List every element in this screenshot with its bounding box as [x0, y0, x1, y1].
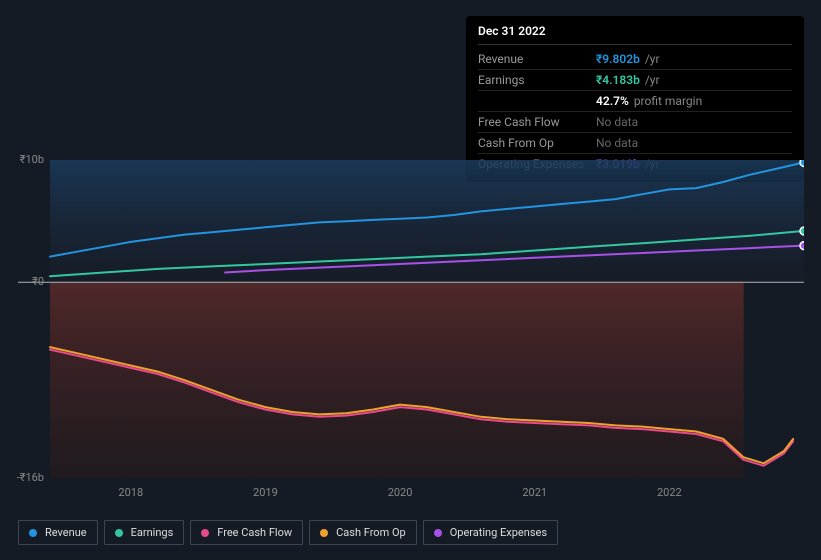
tooltip-label: Free Cash Flow: [478, 115, 596, 129]
tooltip-value: 42.7% profit margin: [596, 94, 792, 108]
legend-label: Cash From Op: [336, 526, 406, 539]
tooltip-value: No data: [596, 136, 792, 150]
tooltip-date: Dec 31 2022: [478, 24, 792, 45]
legend-label: Earnings: [131, 526, 174, 539]
x-axis-label: 2019: [253, 486, 278, 499]
x-axis-label: 2021: [522, 486, 547, 499]
y-axis-label: -₹16b: [4, 471, 44, 484]
tooltip-row: Free Cash FlowNo data: [478, 112, 792, 133]
legend-dot-icon: [434, 529, 442, 537]
y-axis-label: ₹10b: [4, 153, 44, 166]
legend-item-operating-expenses[interactable]: Operating Expenses: [423, 520, 558, 545]
tooltip-rows: Revenue₹9.802b /yrEarnings₹4.183b /yr42.…: [478, 49, 792, 174]
tooltip-row: Revenue₹9.802b /yr: [478, 49, 792, 70]
chart-legend: Revenue Earnings Free Cash Flow Cash From O…: [18, 520, 558, 545]
x-axis-label: 2020: [388, 486, 413, 499]
legend-dot-icon: [29, 529, 37, 537]
legend-label: Operating Expenses: [450, 526, 547, 539]
chart-tooltip: Dec 31 2022 Revenue₹9.802b /yrEarnings₹4…: [466, 16, 804, 182]
legend-dot-icon: [201, 529, 209, 537]
legend-label: Revenue: [45, 526, 87, 539]
legend-dot-icon: [320, 529, 328, 537]
tooltip-value: No data: [596, 115, 792, 129]
legend-item-earnings[interactable]: Earnings: [104, 520, 185, 545]
x-axis-label: 2022: [657, 486, 682, 499]
tooltip-label: Revenue: [478, 52, 596, 66]
tooltip-value: ₹4.183b /yr: [596, 73, 792, 87]
legend-item-free-cash-flow[interactable]: Free Cash Flow: [190, 520, 303, 545]
tooltip-value: ₹9.802b /yr: [596, 52, 792, 66]
tooltip-row: Cash From OpNo data: [478, 133, 792, 154]
x-axis-label: 2018: [118, 486, 143, 499]
chart-svg: [18, 160, 804, 508]
tooltip-label: [478, 94, 596, 108]
legend-item-cash-from-op[interactable]: Cash From Op: [309, 520, 417, 545]
tooltip-row: 42.7% profit margin: [478, 91, 792, 112]
legend-label: Free Cash Flow: [217, 526, 292, 539]
tooltip-label: Earnings: [478, 73, 596, 87]
legend-item-revenue[interactable]: Revenue: [18, 520, 98, 545]
tooltip-label: Cash From Op: [478, 136, 596, 150]
tooltip-row: Earnings₹4.183b /yr: [478, 70, 792, 91]
y-axis-label: ₹0: [4, 275, 44, 288]
legend-dot-icon: [115, 529, 123, 537]
financials-chart[interactable]: ₹10b₹0-₹16b20182019202020212022: [18, 160, 804, 480]
